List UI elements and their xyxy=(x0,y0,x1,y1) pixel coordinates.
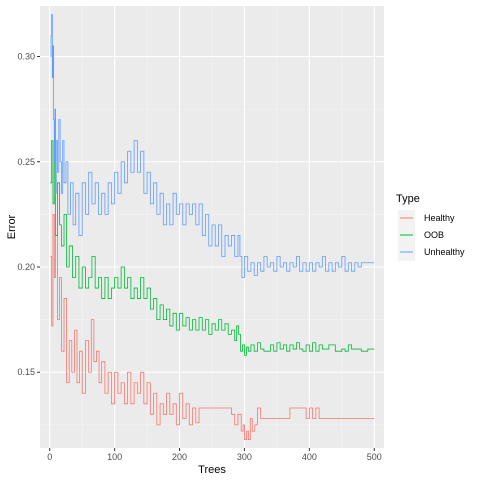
x-axis-title: Trees xyxy=(198,464,226,476)
legend-label: Healthy xyxy=(424,213,455,223)
legend-items: Healthy OOB Unhealthy xyxy=(398,210,465,261)
y-axis: 0.15 0.20 0.25 0.30 xyxy=(17,52,40,377)
y-tick-label: 0.30 xyxy=(17,52,35,62)
x-tick-label: 200 xyxy=(172,452,187,462)
x-tick-label: 300 xyxy=(237,452,252,462)
y-tick-label: 0.15 xyxy=(17,367,35,377)
x-axis: 0 100 200 300 400 500 xyxy=(47,448,382,462)
legend-label: Unhealthy xyxy=(424,247,465,257)
series-line-unhealthy xyxy=(50,14,375,278)
legend-item-oob: OOB xyxy=(398,227,444,244)
x-tick-label: 500 xyxy=(367,452,382,462)
major-gridlines xyxy=(40,6,384,448)
legend-item-healthy: Healthy xyxy=(398,210,455,227)
legend-title: Type xyxy=(396,193,420,205)
y-tick-label: 0.20 xyxy=(17,262,35,272)
legend-item-unhealthy: Unhealthy xyxy=(398,244,465,261)
y-tick-label: 0.25 xyxy=(17,157,35,167)
legend-label: OOB xyxy=(424,230,444,240)
x-tick-label: 0 xyxy=(47,452,52,462)
series-lines xyxy=(50,14,375,440)
series-line-healthy xyxy=(50,213,375,440)
x-tick-label: 400 xyxy=(302,452,317,462)
series-line-oob xyxy=(50,140,375,356)
legend: Type Healthy OOB Unhealthy xyxy=(396,193,465,261)
y-axis-title: Error xyxy=(6,214,18,239)
x-tick-label: 100 xyxy=(107,452,122,462)
